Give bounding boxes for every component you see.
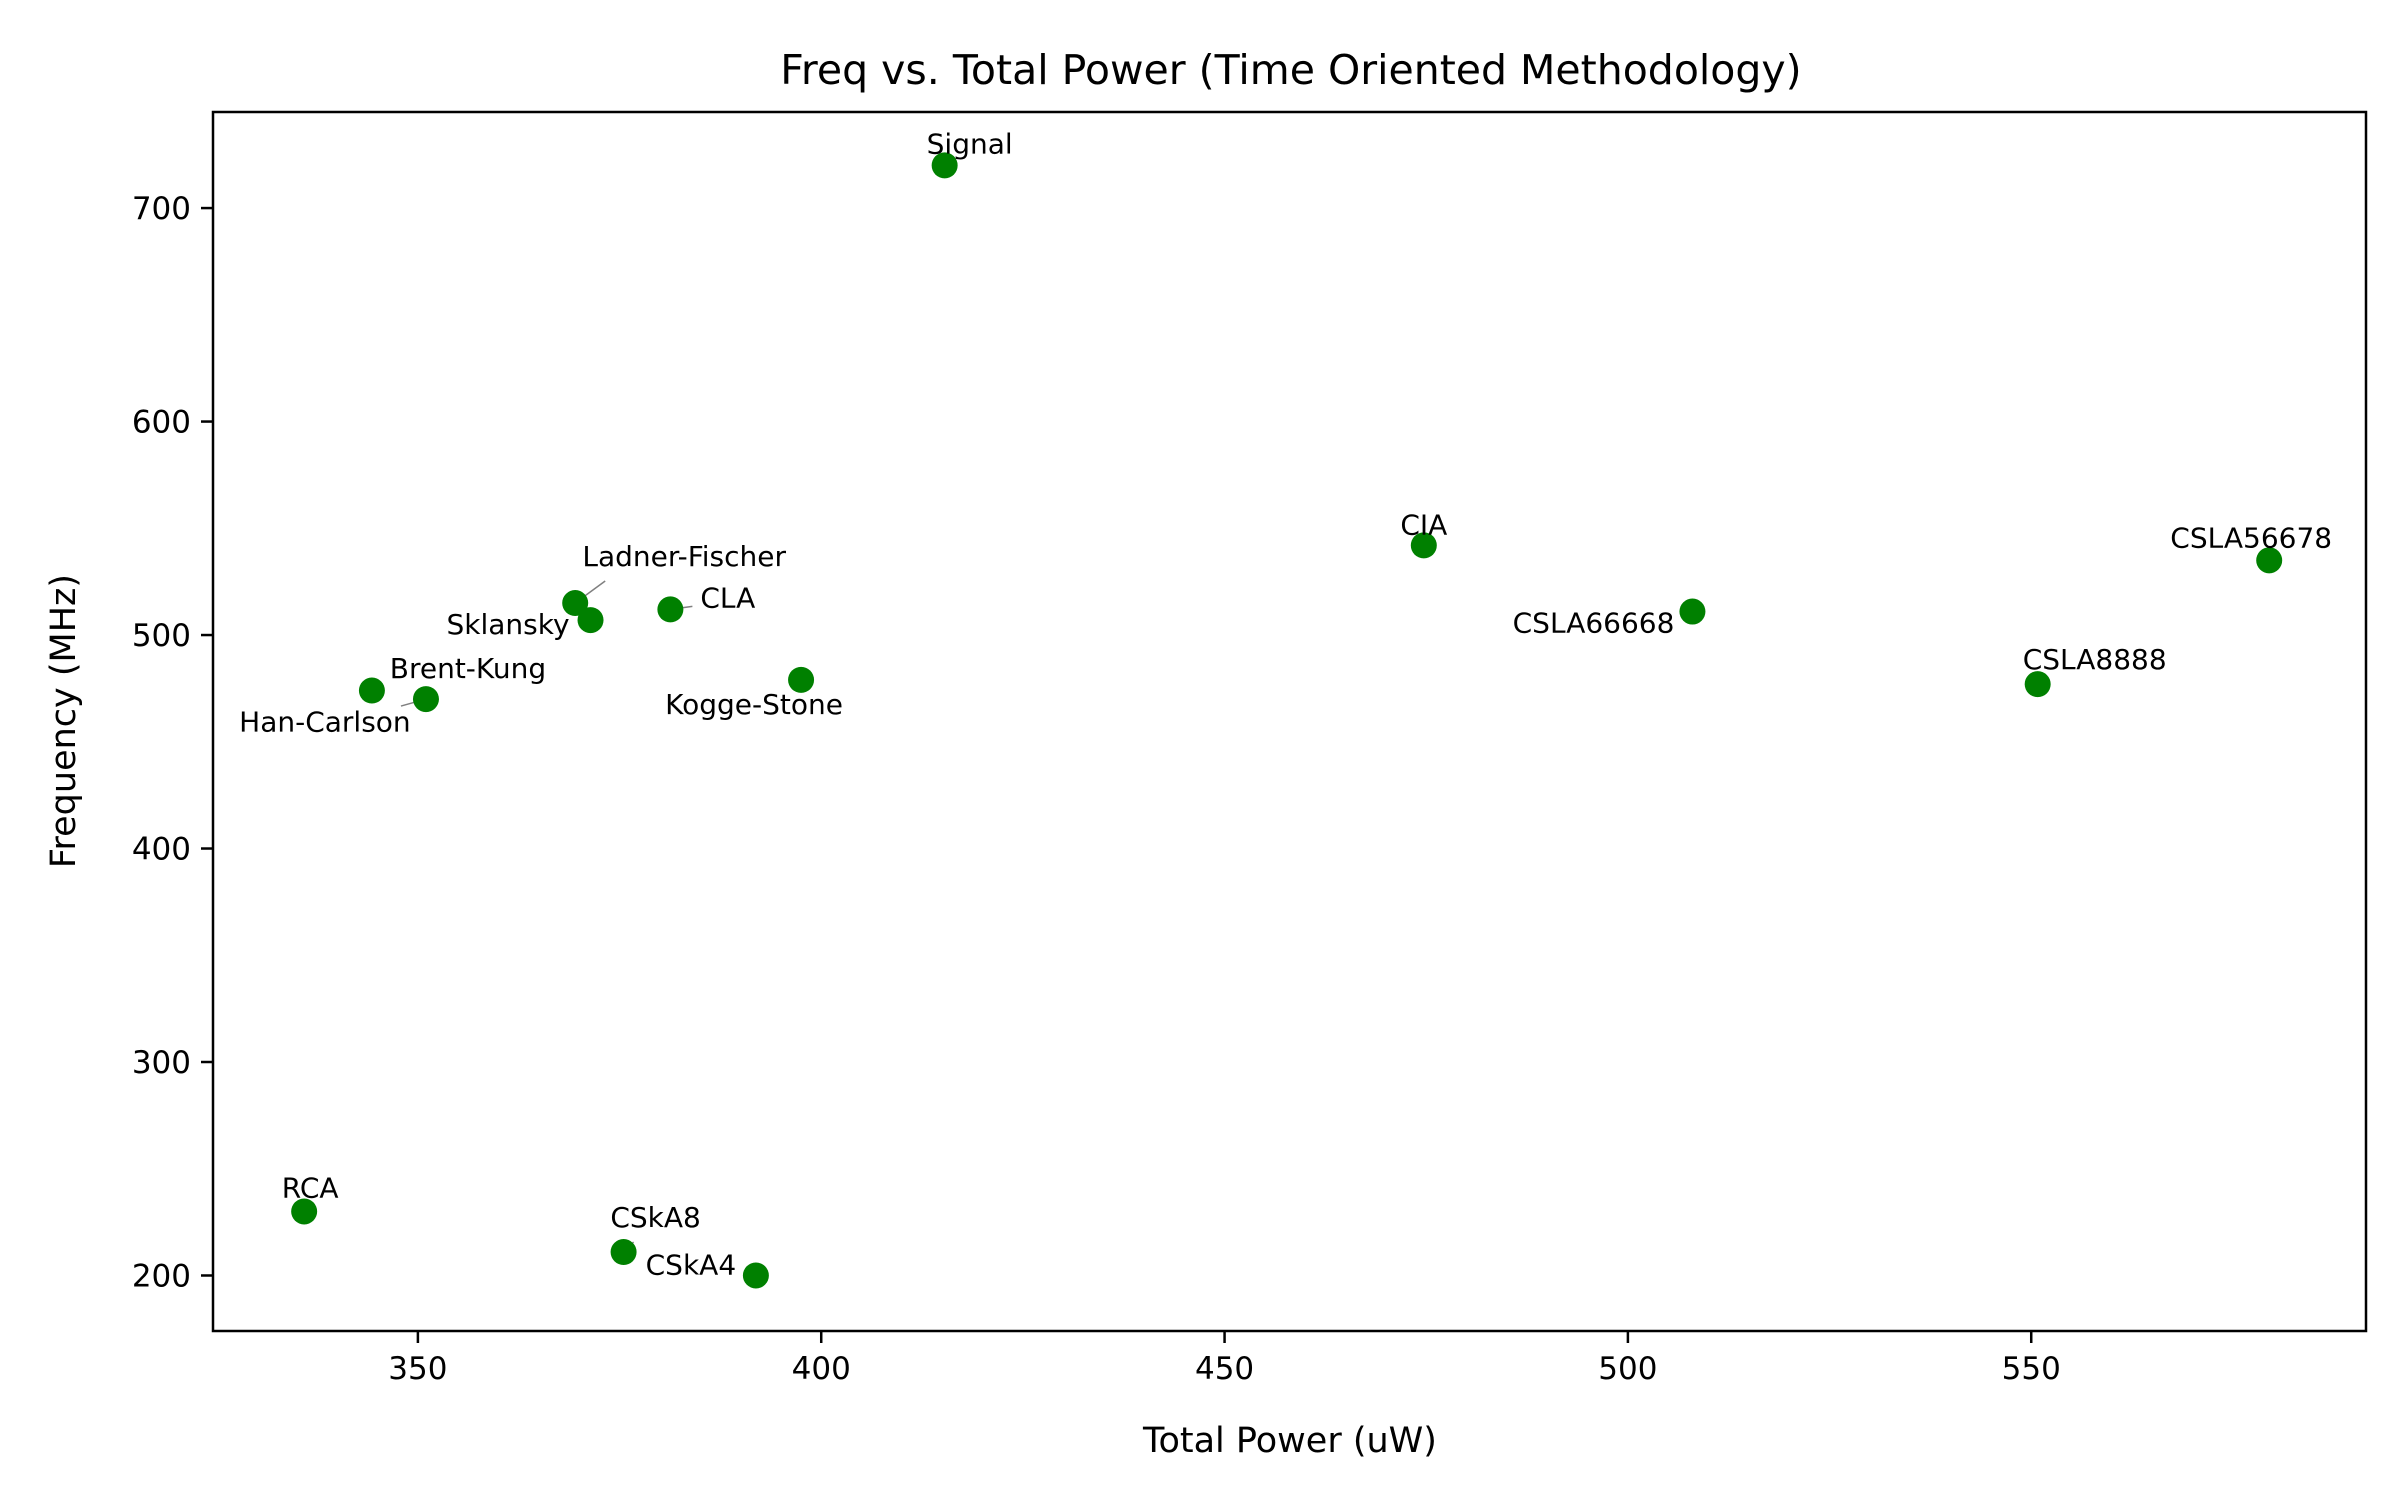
point-label: CSkA8 (610, 1201, 701, 1234)
data-point (2024, 671, 2051, 698)
y-tick-label: 400 (132, 832, 191, 868)
y-tick-label: 700 (132, 191, 191, 227)
x-tick-label: 350 (388, 1351, 447, 1387)
point-label: CSLA66668 (1513, 607, 1675, 640)
data-point (291, 1198, 318, 1225)
point-label: Brent-Kung (390, 652, 546, 685)
chart-title: Freq vs. Total Power (Time Oriented Meth… (780, 46, 1801, 94)
data-point (1410, 532, 1437, 559)
data-point (412, 686, 439, 713)
x-tick-label: 450 (1195, 1351, 1254, 1387)
point-label: CSkA4 (646, 1248, 737, 1281)
point-label: CLA (700, 581, 755, 614)
point-labels: Signal CIA CSLA56678 Ladner-Fischer CLA CSLA6… (239, 127, 2332, 1281)
data-point (931, 152, 958, 179)
x-tick-label: 500 (1598, 1351, 1657, 1387)
y-axis-ticks: 200 300 400 500 600 700 (132, 191, 213, 1294)
x-axis-ticks: 350 400 450 500 550 (388, 1331, 2061, 1387)
data-point (657, 596, 684, 623)
point-label: CSLA8888 (2023, 643, 2167, 676)
y-tick-label: 600 (132, 405, 191, 441)
y-axis-label: Frequency (MHz) (44, 574, 84, 868)
plot-frame (211, 110, 2368, 1333)
data-point (788, 666, 815, 693)
point-label: RCA (282, 1171, 339, 1204)
data-point (562, 590, 589, 617)
data-point (577, 607, 604, 634)
data-point (358, 677, 385, 704)
data-point (742, 1262, 769, 1289)
point-label: Ladner-Fischer (582, 540, 786, 573)
data-point (610, 1239, 637, 1266)
data-point (2256, 547, 2283, 574)
point-label: Kogge-Stone (665, 688, 843, 721)
point-label: Signal (927, 127, 1013, 160)
point-label: CIA (1400, 508, 1447, 541)
y-tick-label: 300 (132, 1045, 191, 1081)
point-label: Han-Carlson (239, 706, 411, 739)
y-tick-label: 500 (132, 618, 191, 654)
x-tick-label: 550 (2002, 1351, 2061, 1387)
data-points (291, 152, 2283, 1289)
y-tick-label: 200 (132, 1258, 191, 1294)
x-axis-label: Total Power (uW) (1142, 1421, 1437, 1461)
point-label: CSLA56678 (2170, 521, 2332, 554)
data-point (1679, 598, 1706, 625)
point-label: Sklansky (446, 608, 569, 641)
x-tick-label: 400 (792, 1351, 851, 1387)
